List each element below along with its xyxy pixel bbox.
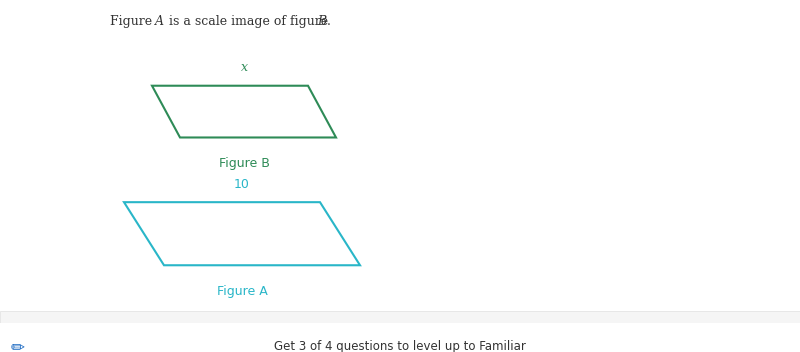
Text: is a scale image of figure: is a scale image of figure xyxy=(165,14,332,27)
Text: x: x xyxy=(241,61,247,74)
Circle shape xyxy=(681,342,698,350)
Text: Figure A: Figure A xyxy=(217,285,267,298)
Circle shape xyxy=(708,342,726,350)
Circle shape xyxy=(694,342,712,350)
FancyBboxPatch shape xyxy=(722,323,800,352)
Polygon shape xyxy=(124,202,360,265)
Text: Check: Check xyxy=(740,340,782,352)
Text: ✏: ✏ xyxy=(10,338,25,352)
Circle shape xyxy=(667,342,685,350)
Text: 10: 10 xyxy=(234,178,250,191)
Text: Get 3 of 4 questions to level up to Familiar: Get 3 of 4 questions to level up to Fami… xyxy=(274,340,526,352)
Text: A: A xyxy=(155,14,164,27)
Text: Figure B: Figure B xyxy=(218,157,270,170)
Text: .: . xyxy=(326,14,330,27)
Text: Figure: Figure xyxy=(110,14,157,27)
Polygon shape xyxy=(152,86,336,138)
Bar xyxy=(0,310,800,352)
Text: B: B xyxy=(317,14,326,27)
